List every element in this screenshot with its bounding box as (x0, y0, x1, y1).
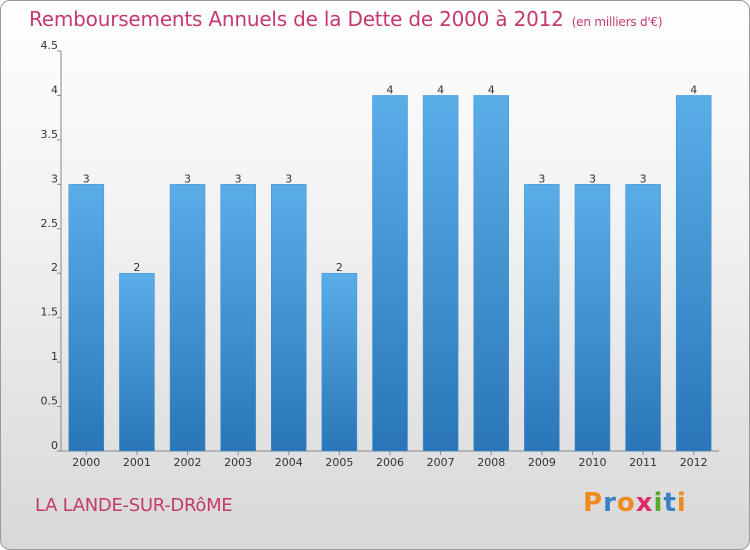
axes: 0 0.5 1 1.5 2 2.5 3 3.5 4 4.5 2000 2001 2002 2003 2004… (41, 39, 719, 469)
bar-2009 (524, 184, 560, 452)
bar-2005 (321, 272, 358, 452)
bars-group: 3 2 3 3 3 2 4 4 4 3 3 3 4 (68, 83, 712, 452)
data-label: 2 (133, 261, 140, 274)
logo-letter: t (663, 488, 677, 518)
y-tick-label: 2 (51, 261, 58, 274)
y-tick-label: 1.5 (41, 306, 59, 319)
logo-letter: x (635, 488, 654, 518)
data-label: 4 (690, 83, 697, 96)
x-tick-label: 2001 (123, 456, 151, 469)
chart-title-text: Remboursements Annuels de la Dette de 20… (29, 7, 564, 31)
bar-2008 (473, 95, 509, 452)
bar-2000 (68, 184, 105, 452)
y-tick-label: 0.5 (41, 395, 59, 408)
x-tick-label: 2000 (72, 456, 100, 469)
bar-2006 (372, 95, 408, 452)
logo-letter: P (583, 488, 604, 518)
bar-2010 (574, 184, 611, 452)
y-tick-label: 4 (51, 83, 58, 96)
x-tick-label: 2005 (325, 456, 353, 469)
x-tick-label: 2008 (477, 456, 505, 469)
y-tick-label: 4.5 (41, 39, 59, 52)
data-label: 3 (83, 172, 90, 185)
bar-2002 (169, 184, 206, 452)
bar-2003 (220, 184, 256, 452)
data-label: 3 (235, 172, 242, 185)
proxiti-logo: Proxiti (583, 488, 687, 518)
data-label: 4 (488, 83, 495, 96)
x-tick-label: 2010 (578, 456, 606, 469)
bar-2011 (625, 184, 661, 452)
chart-title: Remboursements Annuels de la Dette de 20… (29, 7, 663, 31)
x-tick-label: 2009 (528, 456, 556, 469)
bar-2004 (271, 184, 307, 452)
bar-2012 (675, 95, 712, 452)
logo-letter: i (653, 488, 664, 518)
y-tick-label: 2.5 (41, 217, 59, 230)
x-tick-label: 2011 (629, 456, 657, 469)
data-label: 3 (589, 172, 596, 185)
x-tick-label: 2012 (680, 456, 708, 469)
unit-note: (en milliers d'€) (571, 15, 663, 29)
x-tick-label: 2004 (275, 456, 303, 469)
logo-letter: i (676, 488, 687, 518)
logo-letter: o (616, 488, 636, 518)
y-tick-label: 3 (51, 172, 58, 185)
y-tick-label: 1 (51, 350, 58, 363)
data-label: 4 (387, 83, 394, 96)
data-label: 2 (336, 261, 343, 274)
x-tick-label: 2003 (224, 456, 252, 469)
logo-letter: r (603, 488, 617, 518)
data-label: 3 (285, 172, 292, 185)
data-label: 4 (437, 83, 444, 96)
y-tick-label: 3.5 (41, 128, 59, 141)
city-name: LA LANDE-SUR-DRôME (35, 495, 233, 516)
x-tick-label: 2007 (427, 456, 455, 469)
data-label: 3 (640, 172, 647, 185)
x-tick-label: 2006 (376, 456, 404, 469)
y-tick-label: 0 (51, 439, 58, 452)
bar-2001 (119, 272, 155, 452)
data-label: 3 (538, 172, 545, 185)
x-tick-label: 2002 (174, 456, 202, 469)
bar-2007 (422, 95, 459, 452)
data-label: 3 (184, 172, 191, 185)
